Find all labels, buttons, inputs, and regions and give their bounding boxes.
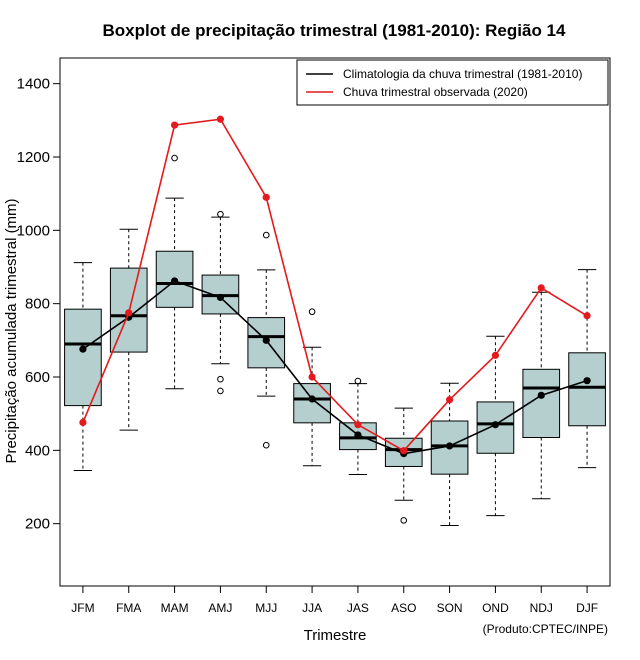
- y-tick-label: 1200: [17, 149, 50, 166]
- series-point: [491, 421, 500, 429]
- y-axis-label: Precipitação acumulada trimestral (mm): [3, 198, 20, 463]
- outlier-point: [262, 441, 270, 449]
- x-tick-label: OND: [482, 601, 509, 615]
- box-jfm: [64, 262, 102, 471]
- y-tick-label: 800: [25, 296, 50, 313]
- series-point: [170, 121, 179, 129]
- x-tick-label: MJJ: [255, 601, 277, 615]
- series-point: [491, 351, 500, 359]
- x-tick-label: SON: [437, 601, 463, 615]
- series-point: [79, 345, 87, 353]
- y-tick-label: 1400: [17, 76, 50, 93]
- legend-box: [296, 59, 609, 106]
- series-observed: [79, 115, 591, 455]
- series-line: [82, 280, 588, 455]
- series-point: [445, 396, 454, 404]
- box-son: [430, 382, 469, 526]
- x-tick-label: MAM: [161, 601, 189, 615]
- series-point: [170, 277, 179, 285]
- series-point: [445, 442, 454, 450]
- x-axis-label: Trimestre: [304, 627, 367, 644]
- box-iqr: [64, 308, 102, 407]
- box-iqr: [568, 352, 606, 427]
- x-tick-label: DJF: [576, 601, 598, 615]
- box-amj: [201, 210, 240, 395]
- y-tick-label: 1000: [17, 222, 50, 239]
- outlier-point: [171, 154, 178, 162]
- series-point: [354, 431, 362, 439]
- y-tick-label: 200: [25, 516, 50, 533]
- series-point: [537, 391, 545, 399]
- outlier-point: [308, 308, 316, 316]
- series-point: [400, 447, 408, 455]
- y-tick-label: 400: [25, 442, 50, 459]
- series-climatology: [79, 277, 591, 458]
- series-point: [79, 418, 87, 427]
- y-axis: 200 400 600 800 1000 1200 1400: [17, 76, 60, 533]
- series-point: [308, 395, 316, 403]
- box-jja: [293, 308, 331, 467]
- x-tick-label: JJA: [302, 601, 322, 615]
- series-point: [537, 284, 545, 292]
- x-tick-label: ASO: [391, 601, 416, 615]
- series-point: [216, 115, 225, 123]
- box-djf: [568, 269, 606, 469]
- outlier-point: [217, 387, 224, 395]
- series-point: [308, 373, 316, 381]
- outlier-point: [400, 517, 408, 524]
- series-point: [125, 309, 133, 317]
- credit-text: (Produto:CPTEC/INPE): [483, 622, 608, 636]
- series-point: [583, 312, 591, 320]
- legend: Climatologia da chuva trimestral (1981-2…: [296, 59, 609, 106]
- outlier-point: [217, 375, 224, 383]
- box-aso: [384, 407, 423, 524]
- box-mam: [155, 154, 194, 390]
- box-group: [64, 154, 606, 526]
- legend-label-observed: Chuva trimestral observada (2020): [343, 85, 528, 99]
- series-point: [262, 336, 270, 344]
- outlier-point: [262, 231, 270, 239]
- outlier-point: [217, 210, 224, 218]
- outlier-point: [354, 377, 362, 385]
- x-tick-label: JAS: [347, 601, 369, 615]
- x-tick-label: AMJ: [208, 601, 232, 615]
- y-tick-label: 600: [25, 369, 50, 386]
- series-lines: [79, 115, 591, 458]
- x-tick-label: NDJ: [530, 601, 553, 615]
- x-tick-label: FMA: [116, 601, 141, 615]
- series-line: [82, 118, 588, 452]
- x-axis: JFM FMA MAM AMJ MJJ JJA JAS ASO SON OND NDJ DJF: [71, 586, 598, 615]
- series-point: [262, 193, 270, 201]
- plot-frame: [59, 57, 611, 587]
- legend-label-climatology: Climatologia da chuva trimestral (1981-2…: [343, 67, 582, 81]
- x-tick-label: JFM: [71, 601, 94, 615]
- chart-title: Boxplot de precipitação trimestral (1981…: [103, 21, 566, 40]
- series-point: [216, 293, 225, 302]
- series-point: [354, 421, 362, 429]
- series-point: [583, 377, 591, 385]
